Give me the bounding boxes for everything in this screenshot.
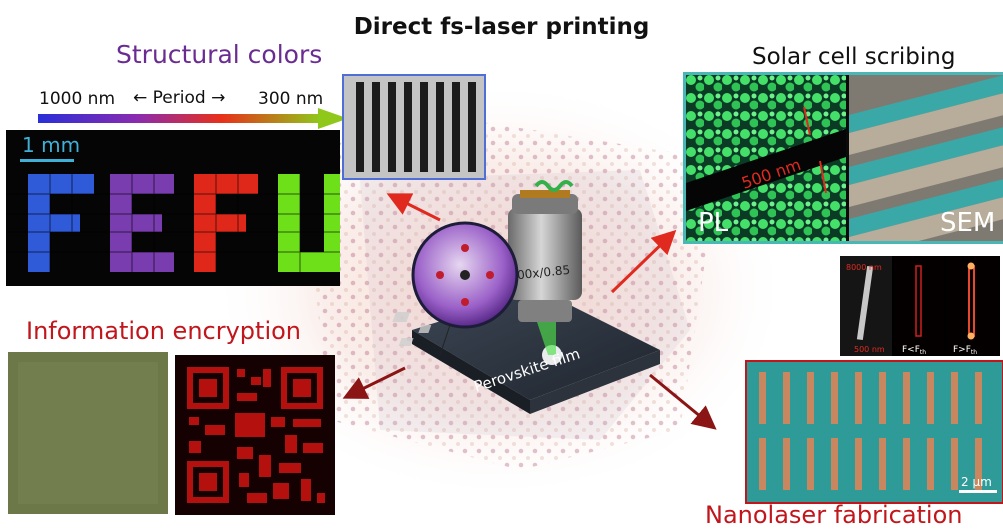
structural-colors-heading: Structural colors [116,40,323,69]
nanowire-insets: 8000 nm 500 nm F<Fth F>Fth [840,256,1000,356]
arrow-to-nanolaser [649,373,717,430]
crystal-atoms [436,244,494,306]
letter-f-blue [28,174,94,272]
nanolaser-scalebar-label: 2 μm [961,475,992,489]
length-label: 8000 nm [846,263,882,272]
sem-stripes [849,75,1003,241]
grating-sem-inset [342,74,486,180]
arrow-to-structural [386,193,441,222]
scribe-line [686,129,846,211]
grating-pattern [344,76,484,178]
solar-heading: Solar cell scribing [752,44,956,70]
period-scale-left: 1000 nm [39,89,116,109]
laser-pulse [534,180,574,192]
figure-title: Direct fs-laser printing [353,14,650,40]
objective-lens [508,208,582,300]
fefu-panel: 1 mm [6,130,340,286]
solar-images: 500 nm PL SEM [686,75,1003,241]
nanowire-array: 2 μm [747,362,1002,502]
nanolaser-scalebar [959,490,997,493]
solar-panel: 500 nm PL SEM [683,72,1003,244]
fefu-scalebar-label: 1 mm [22,133,80,157]
sem-label: SEM [940,208,995,238]
pl-label: PL [698,208,729,238]
qr-code [175,355,335,515]
period-scale-label: ← Period → [133,88,226,108]
center-illustration: 100x/0.85 Perovskite film [392,180,660,414]
encryption-hidden-image [8,352,168,514]
period-label: Period [152,88,206,108]
width-label: 500 nm [854,345,885,354]
above-threshold-label: F>Fth [953,345,977,356]
encryption-qr-image [175,355,335,515]
below-threshold-label: F<Fth [902,345,926,356]
nanolaser-array-panel: 2 μm [745,360,1003,504]
encryption-heading: Information encryption [26,317,302,345]
arrow-to-encryption [342,366,406,399]
nanowire-sem [856,265,874,341]
fefu-scalebar [20,159,74,162]
fefu-letters: 1 mm [6,133,340,272]
arrow-to-solar [610,229,677,294]
letter-e-purple [110,174,174,272]
period-gradient-arrow [38,108,348,129]
nanowire-below-threshold [915,265,922,337]
objective-ring [520,190,570,198]
letter-f-red [194,174,258,272]
objective-label: 100x/0.85 [509,263,571,283]
period-scale-right: 300 nm [258,89,324,109]
nanolaser-heading: Nanolaser fabrication [705,501,963,529]
letter-u-green [278,174,340,272]
